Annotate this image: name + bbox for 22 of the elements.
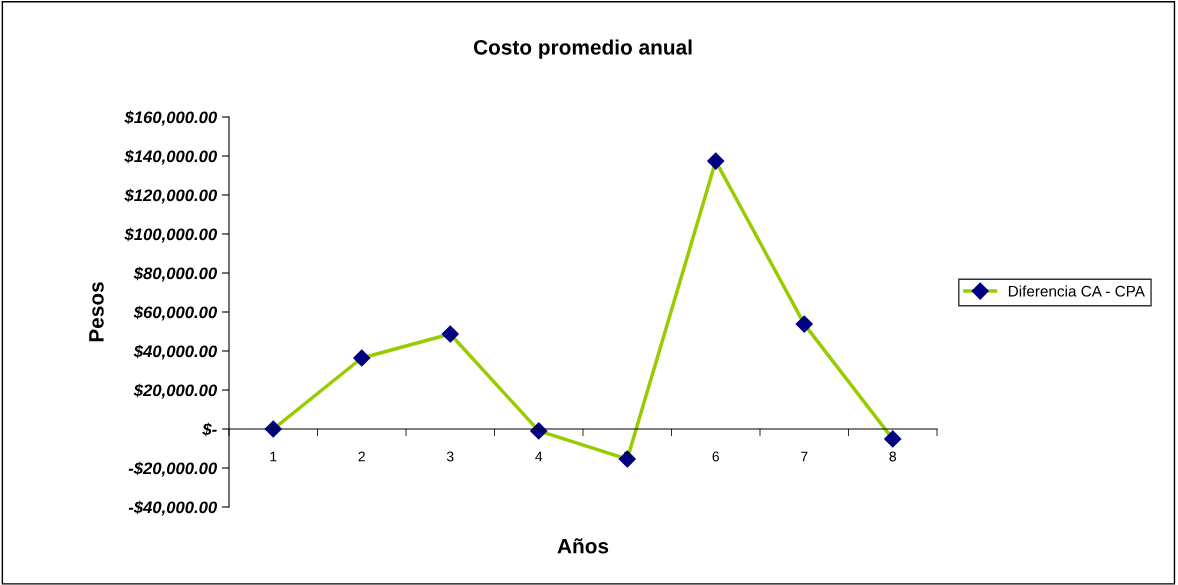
legend-label: Diferencia CA - CPA [1008, 285, 1145, 297]
y-axis-title: Pesos [89, 282, 104, 342]
y-tick-label: $20,000.00 [133, 383, 218, 399]
y-tick-label: $120,000.00 [124, 188, 218, 204]
y-tick-label: $60,000.00 [133, 305, 218, 321]
x-tick-label: 1 [270, 451, 277, 462]
y-tick-label: $80,000.00 [133, 266, 218, 282]
x-tick-label: 6 [712, 451, 719, 462]
x-tick-label: 8 [889, 451, 897, 462]
y-tick-label: $160,000.00 [124, 110, 218, 126]
x-tick-label: 2 [358, 451, 365, 462]
x-tick-label: 7 [801, 451, 808, 462]
y-tick-label: -$40,000.00 [128, 500, 218, 516]
x-tick-label: 4 [535, 451, 543, 462]
chart-title: Costo promedio anual [473, 39, 692, 59]
x-axis-title: Años [557, 538, 609, 554]
y-tick-label: $40,000.00 [133, 344, 218, 360]
y-tick-label: -$20,000.00 [128, 461, 218, 477]
y-tick-label: $- [202, 422, 217, 437]
y-tick-label: $100,000.00 [124, 227, 218, 243]
y-tick-label: $140,000.00 [124, 149, 218, 165]
x-tick-label: 3 [446, 451, 454, 462]
